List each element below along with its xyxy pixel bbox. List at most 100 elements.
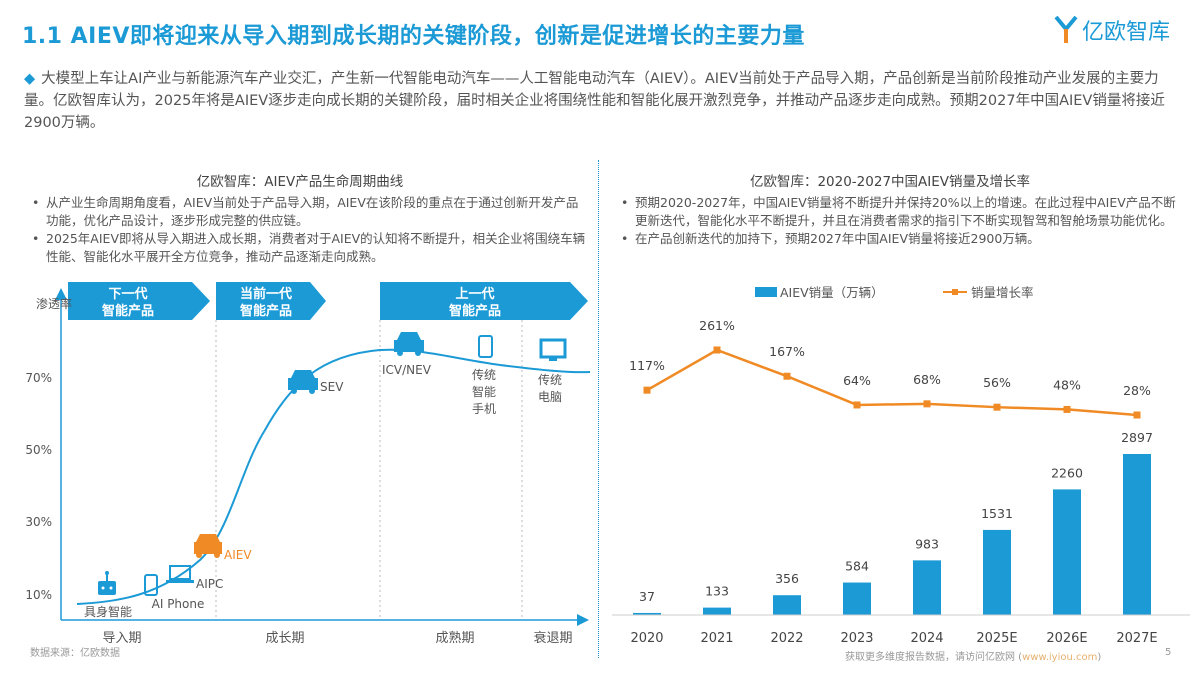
diamond-bullet-icon: ◆ xyxy=(24,71,36,87)
product-label: AIPC xyxy=(196,577,223,591)
x-tick-label: 2026E xyxy=(1046,631,1087,646)
bar xyxy=(703,607,731,615)
footer-text-close: ) xyxy=(1097,652,1102,663)
line-point xyxy=(1133,411,1141,419)
left-bullets: 从产业生命周期角度看，AIEV当前处于产品导入期，AIEV在该阶段的重点在于通过… xyxy=(28,194,588,266)
growth-rate-label: 28% xyxy=(1123,383,1151,398)
page-title: 1.1 AIEV即将迎来从导入期到成长期的关键阶段，创新是促进增长的主要力量 xyxy=(22,24,805,49)
product-label: AIEV xyxy=(224,548,252,562)
y-tick: 10% xyxy=(25,588,52,602)
legend-swatch-bar xyxy=(755,287,777,297)
car-icon xyxy=(288,370,318,394)
bar-value-label: 133 xyxy=(705,584,729,599)
page-number: 5 xyxy=(1165,647,1172,658)
car-icon xyxy=(194,534,222,558)
right-bullet: 在产品创新迭代的加持下，预期2027年中国AIEV销量将接近2900万辆。 xyxy=(617,230,1177,248)
logo-text: 亿欧智库 xyxy=(1081,20,1170,45)
banner-next-gen xyxy=(68,282,210,320)
banner-text: 智能产品 xyxy=(102,303,154,319)
bar-value-label: 2260 xyxy=(1051,465,1083,480)
right-bullet: 预期2020-2027年，中国AIEV销量将不断提升并保持20%以上的增速。在此… xyxy=(617,194,1177,230)
y-tick: 70% xyxy=(25,371,52,385)
bar-value-label: 356 xyxy=(775,571,799,586)
logo: 亿欧智库 xyxy=(1054,14,1170,46)
line-point xyxy=(643,386,651,394)
growth-rate-label: 167% xyxy=(769,344,805,359)
phase-label: 衰退期 xyxy=(533,630,572,646)
bar xyxy=(913,560,941,615)
y-axis-label: 渗透率 xyxy=(36,296,72,311)
bar-value-label: 37 xyxy=(639,589,655,604)
right-bullets: 预期2020-2027年，中国AIEV销量将不断提升并保持20%以上的增速。在此… xyxy=(617,194,1177,248)
phase-label: 导入期 xyxy=(102,631,141,646)
legend-label: AIEV销量（万辆） xyxy=(780,285,884,300)
phone-icon xyxy=(478,335,493,358)
x-tick-label: 2023 xyxy=(840,631,873,646)
line-point xyxy=(713,346,721,354)
x-tick-label: 2022 xyxy=(770,631,803,646)
laptop-icon xyxy=(166,565,194,583)
growth-rate-label: 64% xyxy=(843,373,871,388)
product-label: AI Phone xyxy=(152,597,205,611)
growth-rate-label: 117% xyxy=(629,358,665,373)
line-point xyxy=(1063,405,1071,413)
logo-mark-icon xyxy=(1054,15,1078,43)
banner-text: 智能产品 xyxy=(449,303,501,319)
y-tick: 30% xyxy=(25,515,52,529)
line-point xyxy=(993,403,1001,411)
banner-current-gen xyxy=(216,282,326,320)
growth-rate-label: 261% xyxy=(699,318,735,333)
banner-text: 智能产品 xyxy=(240,303,292,319)
bar-value-label: 584 xyxy=(845,559,869,574)
product-label: ICV/NEV xyxy=(382,363,432,377)
product-label: 具身智能 xyxy=(84,604,132,619)
growth-rate-label: 56% xyxy=(983,375,1011,390)
banner-text: 当前一代 xyxy=(240,286,292,302)
growth-line xyxy=(646,348,1138,417)
y-tick: 50% xyxy=(25,443,52,457)
bar-value-label: 1531 xyxy=(981,506,1013,521)
product-label: SEV xyxy=(320,380,344,394)
bar xyxy=(843,582,871,615)
bar xyxy=(983,529,1011,615)
phase-label: 成熟期 xyxy=(435,630,474,646)
source-note: 数据来源：亿欧数据 xyxy=(30,648,120,659)
x-tick-label: 2024 xyxy=(910,631,943,646)
growth-rate-label: 48% xyxy=(1053,377,1081,392)
legend: AIEV销量（万辆） 销量增长率 xyxy=(755,285,1034,300)
footer-text: 获取更多维度报告数据，请访问亿欧网 ( xyxy=(845,652,1023,663)
left-bullet: 从产业生命周期角度看，AIEV当前处于产品导入期，AIEV在该阶段的重点在于通过… xyxy=(28,194,588,230)
left-panel-title: 亿欧智库：AIEV产品生命周期曲线 xyxy=(196,174,404,190)
bar-value-label: 983 xyxy=(915,536,939,551)
panel-divider xyxy=(598,160,599,658)
robot-icon xyxy=(98,571,116,595)
footer-note: 获取更多维度报告数据，请访问亿欧网 (www.iyiou.com) xyxy=(845,648,1101,663)
product-label-traditional-smartphone: 传统智能手机 xyxy=(472,368,497,416)
car-icon xyxy=(394,332,424,356)
left-bullet: 2025年AIEV即将从导入期进入成长期，消费者对于AIEV的认知将不断提升，相… xyxy=(28,230,588,266)
phase-label: 成长期 xyxy=(265,631,304,646)
x-tick-label: 2025E xyxy=(976,631,1017,646)
bar-value-label: 2897 xyxy=(1121,430,1153,445)
bar xyxy=(633,612,661,615)
banner-text: 下一代 xyxy=(108,286,147,302)
x-tick-label: 2027E xyxy=(1116,631,1157,646)
legend-marker xyxy=(952,289,958,295)
line-point xyxy=(783,372,791,380)
bar xyxy=(773,595,801,615)
intro-text: 大模型上车让AI产业与新能源汽车产业交汇，产生新一代智能电动汽车——人工智能电动… xyxy=(24,71,1165,131)
monitor-icon xyxy=(539,338,567,361)
right-panel-title: 亿欧智库：2020-2027中国AIEV销量及增长率 xyxy=(749,174,1031,190)
line-point xyxy=(923,400,931,408)
product-label-traditional-pc: 传统电脑 xyxy=(538,373,563,404)
legend-label: 销量增长率 xyxy=(971,285,1034,300)
banner-text: 上一代 xyxy=(455,286,494,302)
line-point xyxy=(853,401,861,409)
sales-growth-chart: AIEV销量（万辆） 销量增长率 37 2020 117% 133 2021 261% 35… xyxy=(612,285,1190,646)
growth-rate-label: 68% xyxy=(913,372,941,387)
bar xyxy=(1053,489,1081,615)
bar xyxy=(1123,454,1151,615)
x-tick-label: 2020 xyxy=(630,631,663,646)
footer-link[interactable]: www.iyiou.com xyxy=(1022,652,1098,663)
lifecycle-diagram: 下一代 智能产品 当前一代 智能产品 上一代 智能产品 渗透率 70% 50% … xyxy=(25,282,591,646)
